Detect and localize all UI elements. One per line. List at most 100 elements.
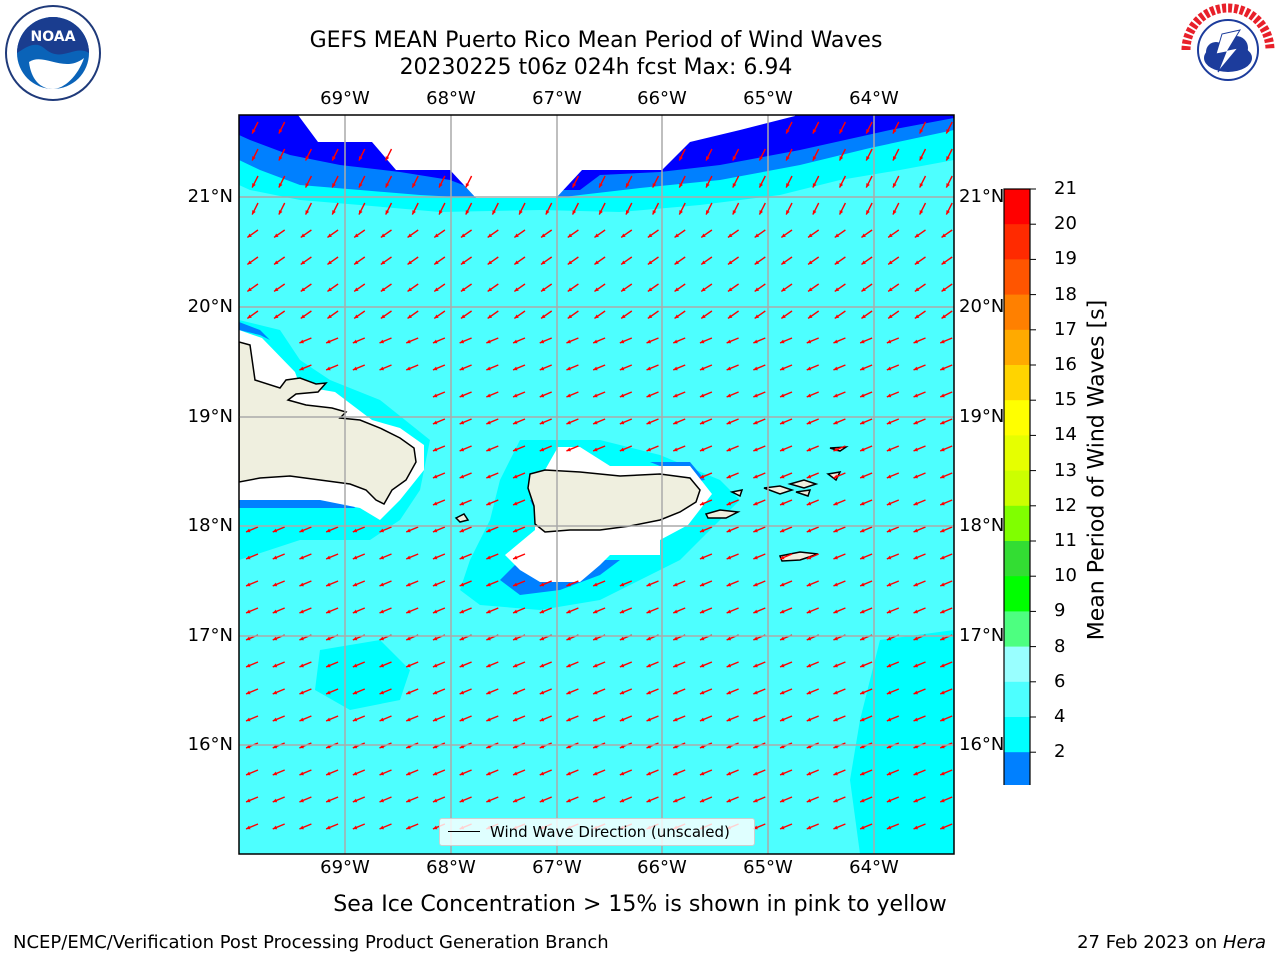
wind-wave-arrow-head — [406, 339, 411, 344]
wind-wave-arrow-head — [326, 690, 331, 695]
wind-wave-arrow-head — [673, 447, 678, 452]
wind-wave-arrow-head — [406, 609, 411, 614]
wind-wave-arrow-head — [246, 825, 251, 830]
wind-wave-arrow-head — [486, 366, 491, 371]
wind-wave-arrow-head — [247, 260, 252, 265]
wind-wave-arrow-head — [913, 582, 919, 587]
wind-wave-arrow-head — [300, 314, 306, 319]
wind-wave-arrow-head — [513, 717, 518, 722]
legend-label: Wind Wave Direction (unscaled) — [490, 823, 730, 841]
map-legend: Wind Wave Direction (unscaled) — [439, 818, 755, 846]
wind-wave-arrow-head — [806, 663, 812, 668]
colorbar-frame — [1003, 188, 1031, 785]
wind-wave-arrow-head — [593, 717, 598, 722]
wind-wave-arrow-head — [860, 663, 865, 668]
wind-wave-arrow-head — [567, 314, 573, 319]
colorbar-segment — [1004, 189, 1030, 225]
wind-wave-arrow-head — [833, 609, 838, 614]
wind-wave-arrow-head — [833, 339, 838, 344]
wind-wave-arrow-head — [332, 210, 336, 215]
wind-wave-arrow-head — [753, 474, 758, 479]
wind-wave-arrow-head — [594, 233, 599, 238]
wind-wave-arrow-head — [594, 287, 599, 292]
lat-label-right: 21°N — [959, 186, 1005, 207]
wind-wave-arrow-head — [699, 663, 705, 668]
wind-wave-arrow-head — [619, 420, 625, 425]
wind-wave-arrow-head — [833, 636, 838, 641]
colorbar-segment — [1004, 717, 1030, 753]
wind-wave-arrow-head — [781, 287, 786, 292]
wind-wave-arrow-head — [406, 663, 411, 668]
wind-wave-arrow-head — [860, 501, 865, 506]
wind-wave-arrow-head — [459, 609, 465, 614]
wind-wave-arrow-head — [352, 609, 358, 614]
wind-wave-arrow-head — [459, 798, 465, 803]
wind-wave-arrow-head — [780, 339, 785, 344]
wind-wave-arrow-head — [305, 183, 310, 188]
wind-wave-arrow-head — [432, 528, 438, 533]
wind-wave-arrow-head — [407, 314, 412, 319]
wind-wave-arrow-head — [513, 555, 518, 560]
colorbar — [1003, 188, 1036, 785]
wind-wave-arrow-head — [486, 393, 491, 398]
wind-wave-arrow-head — [699, 393, 705, 398]
wind-wave-arrow-head — [647, 233, 653, 238]
wind-wave-arrow-head — [406, 555, 411, 560]
wind-wave-arrow-head — [940, 555, 945, 560]
wind-wave-arrow-head — [914, 287, 920, 292]
wind-wave-arrow-head — [352, 825, 358, 830]
wind-wave-arrow-head — [272, 636, 278, 641]
wind-wave-arrow-head — [941, 314, 946, 319]
wind-wave-arrow-head — [379, 528, 385, 533]
wind-wave-arrow-head — [726, 339, 732, 344]
wind-wave-arrow-head — [886, 825, 892, 830]
wind-wave-arrow-head — [513, 582, 518, 587]
wind-wave-arrow-head — [326, 771, 331, 776]
colorbar-segment — [1004, 435, 1030, 472]
wind-wave-arrow-head — [808, 314, 813, 319]
wind-wave-arrow-head — [619, 636, 625, 641]
wind-wave-arrow-head — [332, 183, 336, 188]
wind-wave-arrow-head — [886, 690, 892, 695]
wind-wave-arrow-head — [673, 420, 678, 425]
wind-wave-arrow-head — [299, 339, 304, 344]
wind-wave-arrow-head — [278, 183, 283, 188]
wind-wave-arrow-head — [727, 260, 733, 265]
wind-wave-arrow-head — [834, 260, 840, 265]
colorbar-tick-label: 19 — [1054, 248, 1077, 270]
wind-wave-arrow-head — [539, 609, 545, 614]
wind-wave-arrow-head — [541, 233, 546, 238]
wind-wave-arrow-head — [246, 690, 251, 695]
colorbar-label: Mean Period of Wind Waves [s] — [1084, 299, 1110, 641]
wind-wave-arrow-head — [274, 260, 279, 265]
wind-wave-arrow-head — [352, 366, 358, 371]
colorbar-tick-label: 2 — [1054, 741, 1066, 763]
wind-wave-arrow-head — [352, 771, 358, 776]
wind-wave-arrow-head — [379, 366, 385, 371]
wind-wave-arrow-head — [513, 339, 518, 344]
wind-wave-arrow-head — [432, 339, 438, 344]
wind-wave-arrow-head — [354, 287, 359, 292]
wind-wave-arrow-head — [406, 825, 411, 830]
wind-wave-arrow-head — [593, 663, 598, 668]
wind-wave-arrow-head — [247, 287, 252, 292]
wind-wave-arrow-head — [272, 717, 278, 722]
wind-wave-arrow-head — [486, 771, 491, 776]
lon-label-top: 65°W — [743, 88, 793, 109]
wind-wave-arrow-head — [726, 717, 732, 722]
wind-wave-arrow-head — [892, 156, 897, 161]
wind-wave-arrow-head — [812, 129, 817, 134]
wind-wave-arrow-head — [593, 393, 598, 398]
wind-wave-arrow-head — [434, 314, 439, 319]
wind-wave-arrow-head — [806, 474, 812, 479]
wind-wave-arrow-head — [806, 771, 812, 776]
wind-wave-arrow-head — [379, 582, 385, 587]
wind-wave-arrow-head — [806, 528, 812, 533]
wind-wave-arrow-head — [513, 420, 518, 425]
wind-wave-arrow-head — [786, 183, 790, 188]
wind-wave-arrow-head — [706, 210, 710, 215]
wind-wave-arrow-head — [326, 582, 331, 587]
wind-wave-arrow-head — [940, 447, 945, 452]
wind-wave-arrow-head — [940, 582, 945, 587]
wind-wave-arrow-head — [888, 287, 893, 292]
